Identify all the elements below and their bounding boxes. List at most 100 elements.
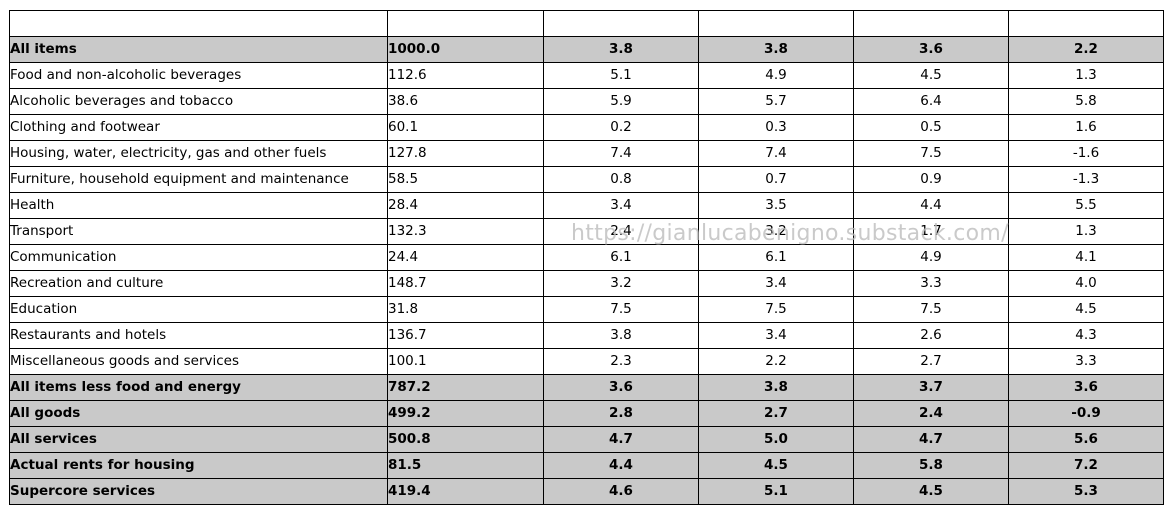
value-cell: 1.3 [1008, 218, 1164, 245]
table-row: All items less food and energy 787.2 3.6… [9, 374, 1164, 401]
weight-cell: 38.6 [387, 88, 544, 115]
table-row: All services 500.8 4.7 5.0 4.7 5.6 [9, 426, 1164, 453]
value-cell: 2.4 [543, 218, 699, 245]
value-cell: 3.2 [698, 218, 854, 245]
value-cell: 1.7 [853, 218, 1009, 245]
table-row: Restaurants and hotels 136.7 3.8 3.4 2.6… [9, 322, 1164, 349]
row-label: Furniture, household equipment and maint… [9, 166, 388, 193]
value-cell: 4.7 [853, 426, 1009, 453]
value-cell: 4.9 [698, 62, 854, 89]
table-row: Food and non-alcoholic beverages 112.6 5… [9, 62, 1164, 89]
value-cell: 4.6 [543, 478, 699, 505]
value-cell: 3.5 [698, 192, 854, 219]
value-cell: 3.7 [853, 374, 1009, 401]
row-label: Communication [9, 244, 388, 271]
value-cell: 4.5 [1008, 296, 1164, 323]
header-row: Weights Aug-2025 Jul-2025 Jun-2025 Aug-2… [9, 10, 1164, 37]
value-cell: 5.5 [1008, 192, 1164, 219]
row-label: Health [9, 192, 388, 219]
table-row: Housing, water, electricity, gas and oth… [9, 140, 1164, 167]
row-label: All items [9, 36, 388, 63]
value-cell: 5.9 [543, 88, 699, 115]
value-cell: 5.8 [1008, 88, 1164, 115]
weight-cell: 112.6 [387, 62, 544, 89]
cpi-table: Weights Aug-2025 Jul-2025 Jun-2025 Aug-2… [9, 10, 1164, 505]
col-header-jul-2025: Jul-2025 [698, 10, 854, 37]
table-row: All goods 499.2 2.8 2.7 2.4 -0.9 [9, 400, 1164, 427]
value-cell: 5.3 [1008, 478, 1164, 505]
weight-cell: 787.2 [387, 374, 544, 401]
value-cell: 3.2 [543, 270, 699, 297]
value-cell: 3.4 [698, 270, 854, 297]
value-cell: 7.4 [698, 140, 854, 167]
value-cell: 2.7 [698, 400, 854, 427]
value-cell: 4.4 [853, 192, 1009, 219]
row-label: Recreation and culture [9, 270, 388, 297]
value-cell: 0.8 [543, 166, 699, 193]
value-cell: 5.0 [698, 426, 854, 453]
value-cell: 0.3 [698, 114, 854, 141]
value-cell: 2.7 [853, 348, 1009, 375]
row-label: Actual rents for housing [9, 452, 388, 479]
value-cell: 7.5 [853, 140, 1009, 167]
row-label: Alcoholic beverages and tobacco [9, 88, 388, 115]
table-row: Recreation and culture 148.7 3.2 3.4 3.3… [9, 270, 1164, 297]
value-cell: 7.5 [543, 296, 699, 323]
value-cell: -1.3 [1008, 166, 1164, 193]
value-cell: 3.6 [543, 374, 699, 401]
weight-cell: 24.4 [387, 244, 544, 271]
col-header-weights: Weights [387, 10, 544, 37]
row-label: All items less food and energy [9, 374, 388, 401]
table-row: Furniture, household equipment and maint… [9, 166, 1164, 193]
value-cell: 7.5 [698, 296, 854, 323]
weight-cell: 28.4 [387, 192, 544, 219]
value-cell: 3.3 [853, 270, 1009, 297]
weight-cell: 81.5 [387, 452, 544, 479]
row-label: Clothing and footwear [9, 114, 388, 141]
value-cell: 3.3 [1008, 348, 1164, 375]
row-label: All goods [9, 400, 388, 427]
value-cell: 4.9 [853, 244, 1009, 271]
row-label: Miscellaneous goods and services [9, 348, 388, 375]
table-row: Communication 24.4 6.1 6.1 4.9 4.1 [9, 244, 1164, 271]
table-row: All items 1000.0 3.8 3.8 3.6 2.2 [9, 36, 1164, 63]
value-cell: 4.5 [698, 452, 854, 479]
value-cell: 3.8 [543, 36, 699, 63]
value-cell: 1.3 [1008, 62, 1164, 89]
value-cell: 3.4 [543, 192, 699, 219]
value-cell: 6.4 [853, 88, 1009, 115]
value-cell: 4.4 [543, 452, 699, 479]
value-cell: -0.9 [1008, 400, 1164, 427]
table-row: Alcoholic beverages and tobacco 38.6 5.9… [9, 88, 1164, 115]
value-cell: 0.5 [853, 114, 1009, 141]
col-header-aug-2025: Aug-2025 [543, 10, 699, 37]
row-label: All services [9, 426, 388, 453]
weight-cell: 136.7 [387, 322, 544, 349]
table-row: Supercore services 419.4 4.6 5.1 4.5 5.3 [9, 478, 1164, 505]
value-cell: 4.5 [853, 478, 1009, 505]
value-cell: 2.4 [853, 400, 1009, 427]
corner-cell [9, 10, 388, 37]
value-cell: 6.1 [698, 244, 854, 271]
value-cell: 4.7 [543, 426, 699, 453]
value-cell: 5.7 [698, 88, 854, 115]
weight-cell: 127.8 [387, 140, 544, 167]
value-cell: 3.6 [853, 36, 1009, 63]
weight-cell: 60.1 [387, 114, 544, 141]
row-label: Transport [9, 218, 388, 245]
value-cell: 3.8 [698, 36, 854, 63]
weight-cell: 419.4 [387, 478, 544, 505]
value-cell: 7.4 [543, 140, 699, 167]
weight-cell: 148.7 [387, 270, 544, 297]
table-row: Transport 132.3 2.4 3.2 1.7 1.3 [9, 218, 1164, 245]
col-header-aug-2024: Aug-2024 [1008, 10, 1164, 37]
weight-cell: 500.8 [387, 426, 544, 453]
value-cell: 0.9 [853, 166, 1009, 193]
value-cell: 5.1 [543, 62, 699, 89]
value-cell: 6.1 [543, 244, 699, 271]
value-cell: 3.4 [698, 322, 854, 349]
value-cell: 0.7 [698, 166, 854, 193]
row-label: Restaurants and hotels [9, 322, 388, 349]
value-cell: 2.6 [853, 322, 1009, 349]
